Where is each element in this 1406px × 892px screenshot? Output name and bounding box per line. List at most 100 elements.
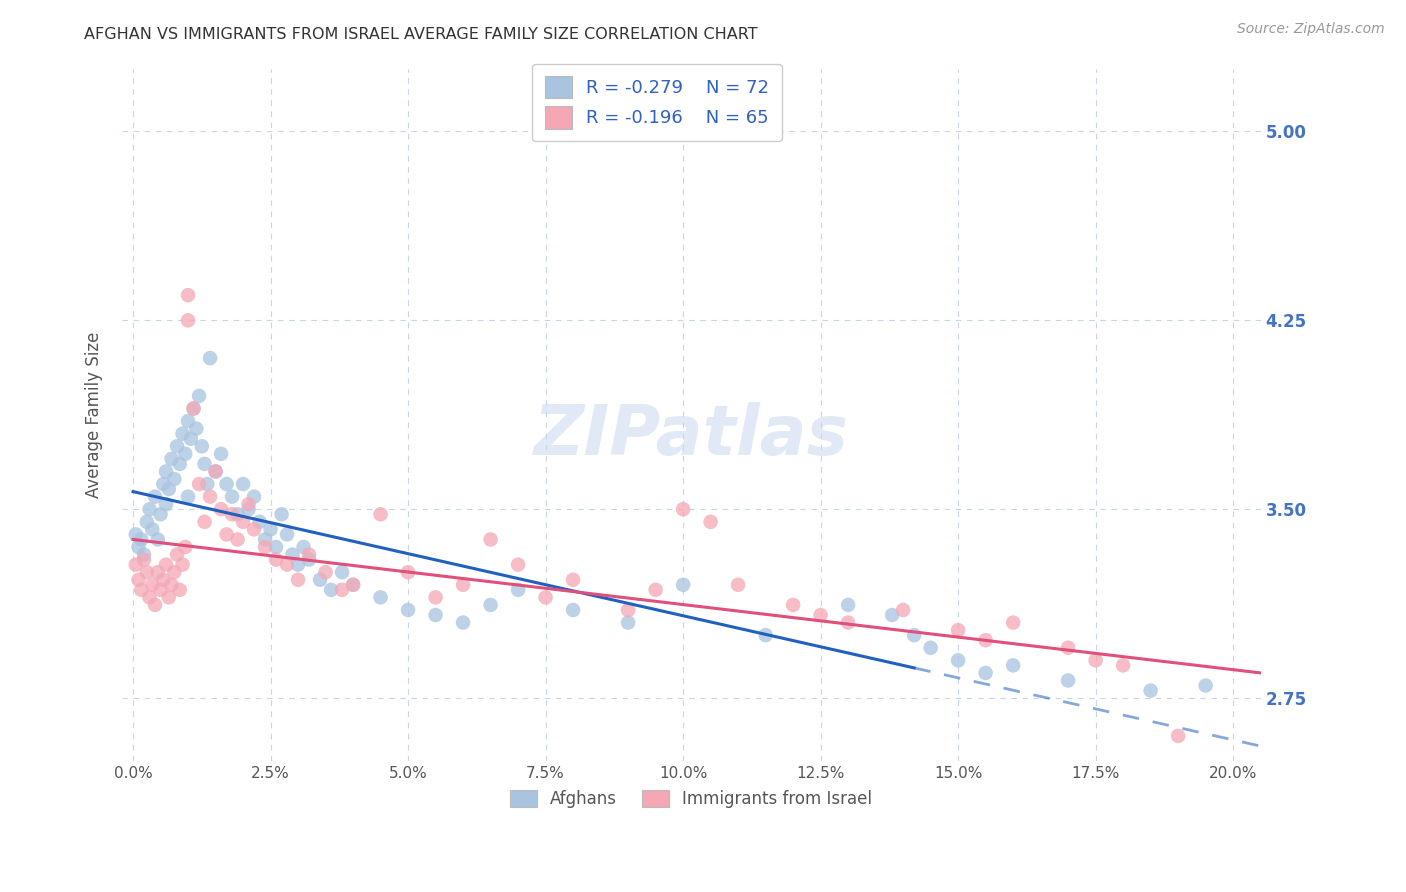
Point	[259, 522, 281, 536]
Point	[276, 527, 298, 541]
Point	[1057, 640, 1080, 655]
Point	[215, 527, 238, 541]
Point	[204, 465, 226, 479]
Text: ZIPatlas: ZIPatlas	[534, 402, 849, 469]
Point	[174, 447, 197, 461]
Point	[810, 607, 832, 622]
Point	[183, 401, 205, 416]
Point	[699, 515, 721, 529]
Point	[276, 558, 298, 572]
Point	[183, 401, 205, 416]
Point	[451, 578, 474, 592]
Point	[238, 502, 260, 516]
Point	[191, 439, 214, 453]
Point	[882, 607, 904, 622]
Point	[143, 490, 166, 504]
Point	[226, 508, 249, 522]
Point	[221, 490, 243, 504]
Text: AFGHAN VS IMMIGRANTS FROM ISRAEL AVERAGE FAMILY SIZE CORRELATION CHART: AFGHAN VS IMMIGRANTS FROM ISRAEL AVERAGE…	[84, 27, 758, 42]
Point	[254, 533, 277, 547]
Point	[146, 565, 169, 579]
Point	[169, 457, 191, 471]
Point	[209, 502, 232, 516]
Point	[155, 465, 177, 479]
Point	[188, 477, 211, 491]
Point	[155, 558, 177, 572]
Point	[264, 552, 287, 566]
Point	[152, 477, 174, 491]
Point	[149, 582, 172, 597]
Point	[186, 422, 208, 436]
Point	[370, 591, 392, 605]
Point	[135, 515, 157, 529]
Point	[837, 615, 859, 630]
Point	[132, 552, 155, 566]
Point	[298, 552, 321, 566]
Point	[479, 598, 502, 612]
Point	[160, 451, 183, 466]
Point	[232, 515, 254, 529]
Point	[195, 477, 218, 491]
Point	[946, 623, 969, 637]
Point	[782, 598, 804, 612]
Point	[946, 653, 969, 667]
Point	[319, 582, 342, 597]
Point	[163, 565, 186, 579]
Text: Source: ZipAtlas.com: Source: ZipAtlas.com	[1237, 22, 1385, 37]
Point	[396, 565, 419, 579]
Point	[163, 472, 186, 486]
Point	[172, 426, 194, 441]
Y-axis label: Average Family Size: Average Family Size	[86, 332, 103, 498]
Point	[309, 573, 332, 587]
Point	[264, 540, 287, 554]
Point	[243, 522, 266, 536]
Point	[177, 288, 200, 302]
Point	[534, 591, 557, 605]
Point	[198, 351, 221, 365]
Point	[172, 558, 194, 572]
Point	[1084, 653, 1107, 667]
Point	[152, 573, 174, 587]
Point	[254, 540, 277, 554]
Point	[125, 558, 148, 572]
Point	[617, 603, 640, 617]
Point	[506, 558, 529, 572]
Point	[146, 533, 169, 547]
Point	[891, 603, 914, 617]
Legend: Afghans, Immigrants from Israel: Afghans, Immigrants from Israel	[503, 783, 879, 815]
Point	[370, 508, 392, 522]
Point	[451, 615, 474, 630]
Point	[920, 640, 942, 655]
Point	[298, 548, 321, 562]
Point	[174, 540, 197, 554]
Point	[198, 490, 221, 504]
Point	[135, 565, 157, 579]
Point	[166, 439, 188, 453]
Point	[1167, 729, 1189, 743]
Point	[129, 533, 152, 547]
Point	[249, 515, 271, 529]
Point	[270, 508, 292, 522]
Point	[562, 573, 585, 587]
Point	[129, 582, 152, 597]
Point	[1057, 673, 1080, 688]
Point	[132, 548, 155, 562]
Point	[193, 457, 215, 471]
Point	[1002, 658, 1025, 673]
Point	[141, 522, 163, 536]
Point	[1139, 683, 1161, 698]
Point	[727, 578, 749, 592]
Point	[193, 515, 215, 529]
Point	[617, 615, 640, 630]
Point	[974, 665, 997, 680]
Point	[974, 633, 997, 648]
Point	[177, 490, 200, 504]
Point	[226, 533, 249, 547]
Point	[177, 414, 200, 428]
Point	[221, 508, 243, 522]
Point	[644, 582, 666, 597]
Point	[215, 477, 238, 491]
Point	[479, 533, 502, 547]
Point	[903, 628, 925, 642]
Point	[506, 582, 529, 597]
